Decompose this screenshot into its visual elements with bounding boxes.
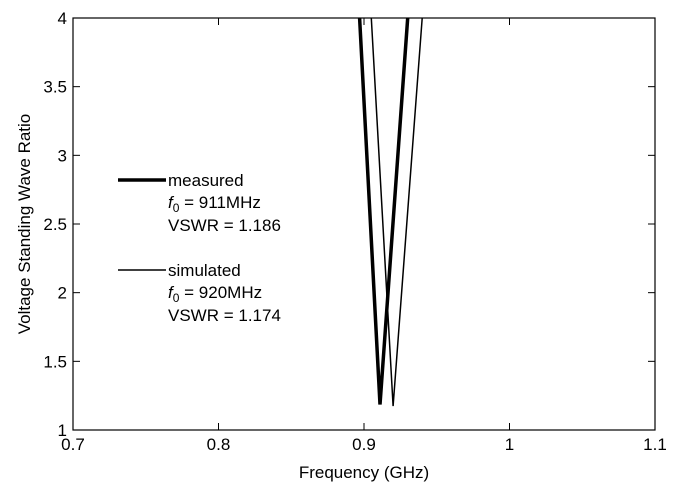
legend-simulated-vswr: VSWR = 1.174	[168, 306, 281, 325]
x-tick-label: 1.1	[643, 435, 667, 454]
y-tick-label: 2	[58, 284, 67, 303]
legend-simulated-label: simulated	[168, 261, 241, 280]
x-axis-ticks: 0.7 0.8 0.9 1 1.1	[61, 18, 667, 454]
series-line-simulated	[370, 17, 423, 407]
y-tick-label: 3	[58, 146, 67, 165]
y-tick-label: 1	[58, 421, 67, 440]
y-tick-label: 1.5	[43, 352, 67, 371]
series-line-measured	[357, 17, 410, 405]
x-tick-label: 1	[505, 435, 514, 454]
y-tick-label: 3.5	[43, 78, 67, 97]
y-axis-label: Voltage Standing Wave Ratio	[15, 114, 34, 335]
y-tick-label: 4	[58, 9, 67, 28]
x-tick-label: 0.7	[61, 435, 85, 454]
legend-simulated-f0: f0 = 920MHz	[168, 283, 262, 305]
legend-measured-vswr: VSWR = 1.186	[168, 216, 281, 235]
x-tick-label: 0.8	[207, 435, 231, 454]
series-layer	[357, 17, 423, 407]
x-axis-label: Frequency (GHz)	[299, 463, 429, 482]
legend-measured-f0: f0 = 911MHz	[168, 193, 261, 215]
legend: measured f0 = 911MHz VSWR = 1.186 simula…	[118, 171, 281, 325]
y-axis-ticks: 1 1.5 2 2.5 3 3.5 4	[43, 9, 655, 440]
x-tick-label: 0.9	[352, 435, 376, 454]
y-tick-label: 2.5	[43, 215, 67, 234]
legend-measured-label: measured	[168, 171, 244, 190]
